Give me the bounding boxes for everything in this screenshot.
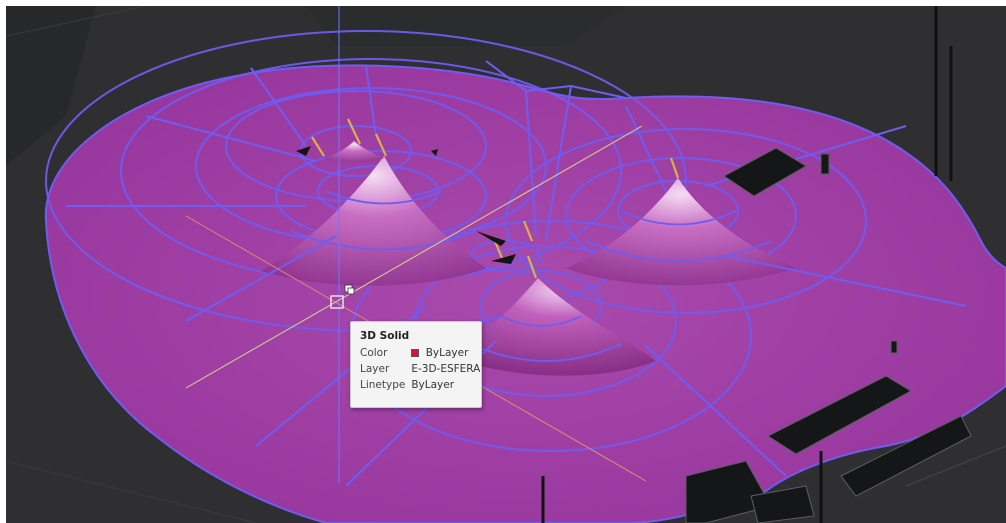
post-marker	[890, 340, 898, 354]
model-viewport[interactable]: 3D Solid Color ByLayer Layer E-3D-ESFERA…	[6, 6, 1006, 523]
crosshair-y-axis	[185, 125, 643, 389]
tooltip-value: E-3D-ESFERA	[411, 363, 481, 375]
dark-terrain-top	[306, 6, 626, 46]
tooltip-label: Layer	[360, 363, 390, 375]
terrain-line	[6, 460, 257, 523]
3d-scene	[6, 6, 1006, 523]
object-info-tooltip: 3D Solid Color ByLayer Layer E-3D-ESFERA…	[350, 321, 482, 408]
buildings	[685, 147, 972, 523]
radial-grid	[66, 60, 967, 487]
tooltip-label: Color	[360, 347, 388, 359]
post-marker	[820, 153, 830, 175]
tooltip-row-layer: Layer E-3D-ESFERA	[360, 361, 481, 377]
tooltip-label: Linetype	[360, 379, 406, 391]
peak-rods	[311, 118, 680, 279]
tooltip-value: ByLayer	[411, 379, 455, 391]
terrain-line	[6, 6, 147, 37]
building-bottom-small	[750, 485, 815, 523]
tooltip-title: 3D Solid	[360, 330, 410, 342]
terrain-line	[905, 445, 1006, 487]
selection-cursor-badge-icon	[344, 284, 355, 295]
cone-contours	[290, 190, 772, 362]
building-bottom	[685, 460, 772, 523]
poles	[541, 6, 953, 523]
dark-terrain-left	[6, 6, 96, 166]
tooltip-value: ByLayer	[425, 347, 469, 359]
building-top-right	[723, 147, 807, 197]
dark-fins	[296, 146, 516, 264]
square-pickbox-icon	[330, 295, 344, 309]
building-mid-right	[766, 375, 913, 455]
color-swatch-icon	[411, 349, 420, 357]
building-lower-right	[840, 415, 972, 497]
cone-peak-left[interactable]	[261, 156, 486, 286]
tooltip-row-linetype: Linetype ByLayer	[360, 377, 481, 393]
tooltip-row-color: Color ByLayer	[360, 345, 481, 361]
